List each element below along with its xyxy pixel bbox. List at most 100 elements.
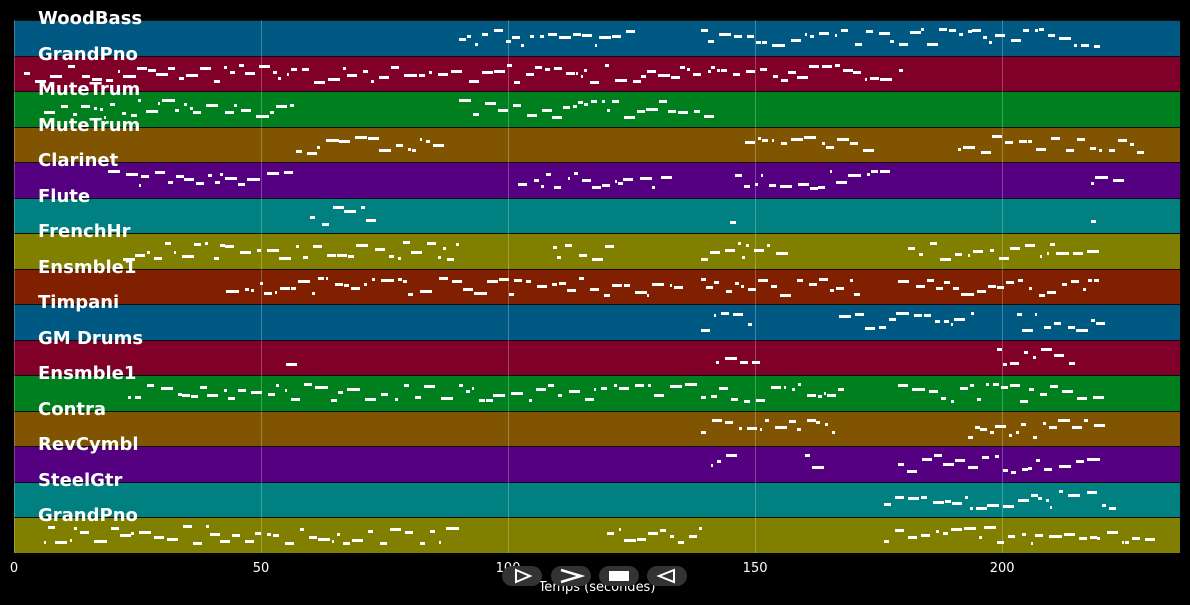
track-label[interactable]: MuteTrum bbox=[38, 114, 141, 136]
note-mark bbox=[451, 279, 463, 283]
note-mark bbox=[983, 36, 987, 39]
note-mark bbox=[347, 388, 360, 391]
note-mark bbox=[1049, 535, 1062, 538]
note-mark bbox=[238, 63, 245, 67]
note-mark bbox=[694, 110, 701, 113]
note-mark bbox=[427, 242, 436, 245]
note-mark bbox=[998, 257, 1010, 260]
note-mark bbox=[933, 454, 943, 457]
note-mark bbox=[1073, 252, 1084, 255]
note-mark bbox=[1067, 326, 1076, 329]
rewind-button[interactable] bbox=[647, 566, 687, 586]
track-label[interactable]: SteelGtr bbox=[38, 469, 123, 491]
note-mark bbox=[35, 79, 46, 83]
note-mark bbox=[174, 109, 180, 112]
note-mark bbox=[290, 398, 301, 401]
note-mark bbox=[1024, 350, 1028, 354]
note-mark bbox=[43, 541, 47, 544]
note-mark bbox=[350, 286, 360, 290]
note-mark bbox=[458, 99, 471, 102]
note-mark bbox=[578, 254, 588, 257]
track-label[interactable]: GM Drums bbox=[38, 327, 144, 349]
note-mark bbox=[652, 186, 656, 189]
note-mark bbox=[1017, 278, 1023, 282]
note-mark bbox=[706, 285, 713, 289]
play-button[interactable] bbox=[502, 566, 542, 586]
note-mark bbox=[73, 527, 77, 530]
note-mark bbox=[623, 178, 634, 181]
note-mark bbox=[1003, 504, 1015, 508]
stop-button[interactable] bbox=[599, 566, 639, 586]
note-mark bbox=[558, 394, 563, 397]
note-mark bbox=[704, 115, 715, 118]
note-mark bbox=[894, 529, 905, 532]
note-mark bbox=[1038, 28, 1045, 31]
note-mark bbox=[976, 398, 981, 401]
note-mark bbox=[1017, 498, 1030, 502]
note-mark bbox=[325, 276, 329, 280]
note-mark bbox=[138, 531, 152, 534]
note-mark bbox=[940, 258, 951, 261]
track-label[interactable]: Ensmble1 bbox=[38, 256, 137, 278]
note-mark bbox=[865, 30, 873, 33]
note-mark bbox=[551, 282, 557, 286]
note-mark bbox=[207, 394, 219, 397]
note-mark bbox=[601, 387, 608, 390]
note-mark bbox=[572, 33, 581, 36]
note-mark bbox=[130, 114, 137, 117]
note-mark bbox=[275, 384, 279, 387]
track-label[interactable]: Clarinet bbox=[38, 150, 119, 171]
note-mark bbox=[193, 542, 202, 545]
note-mark bbox=[944, 280, 951, 284]
note-mark bbox=[295, 149, 302, 153]
forward-button[interactable] bbox=[551, 566, 591, 586]
note-mark bbox=[1094, 176, 1108, 179]
note-mark bbox=[732, 313, 744, 316]
note-mark bbox=[771, 386, 781, 389]
note-mark bbox=[533, 179, 540, 182]
note-mark bbox=[306, 151, 317, 155]
note-mark bbox=[429, 530, 436, 533]
note-mark bbox=[408, 292, 414, 296]
note-mark bbox=[205, 525, 210, 528]
note-mark bbox=[770, 284, 778, 288]
note-mark bbox=[647, 293, 650, 297]
note-mark bbox=[623, 539, 636, 542]
note-mark bbox=[267, 533, 271, 536]
note-mark bbox=[346, 73, 357, 77]
track-label[interactable]: FrenchHr bbox=[38, 221, 131, 242]
track-label[interactable]: GrandPno bbox=[38, 505, 138, 526]
note-mark bbox=[551, 116, 563, 119]
note-mark bbox=[219, 244, 225, 247]
note-mark bbox=[997, 285, 1004, 289]
note-mark bbox=[716, 68, 721, 72]
note-mark bbox=[225, 245, 235, 248]
track-label[interactable]: GrandPno bbox=[38, 43, 138, 65]
note-mark bbox=[94, 540, 107, 543]
note-mark bbox=[906, 470, 918, 473]
note-mark bbox=[929, 242, 938, 245]
note-mark bbox=[720, 312, 729, 315]
note-mark bbox=[807, 418, 817, 422]
note-mark bbox=[724, 420, 733, 424]
track-label[interactable]: Contra bbox=[38, 398, 107, 420]
note-mark bbox=[928, 390, 939, 393]
track-label[interactable]: Flute bbox=[38, 185, 91, 207]
note-mark bbox=[379, 148, 391, 152]
track-label[interactable]: Ensmble1 bbox=[38, 363, 137, 384]
note-mark bbox=[277, 76, 282, 80]
note-mark bbox=[161, 99, 175, 102]
note-mark bbox=[540, 35, 545, 38]
track-label[interactable]: MuteTrum bbox=[38, 79, 141, 100]
note-mark bbox=[318, 276, 325, 280]
track-label[interactable]: RevCymbl bbox=[38, 434, 139, 455]
note-mark bbox=[317, 538, 331, 541]
note-mark bbox=[711, 395, 718, 398]
x-tick-label: 150 bbox=[742, 561, 768, 576]
track-label[interactable]: Timpani bbox=[38, 292, 120, 313]
note-mark bbox=[933, 500, 944, 504]
track-label[interactable]: WoodBass bbox=[38, 8, 143, 29]
note-mark bbox=[1121, 541, 1124, 544]
note-mark bbox=[748, 287, 756, 291]
note-mark bbox=[948, 29, 957, 32]
